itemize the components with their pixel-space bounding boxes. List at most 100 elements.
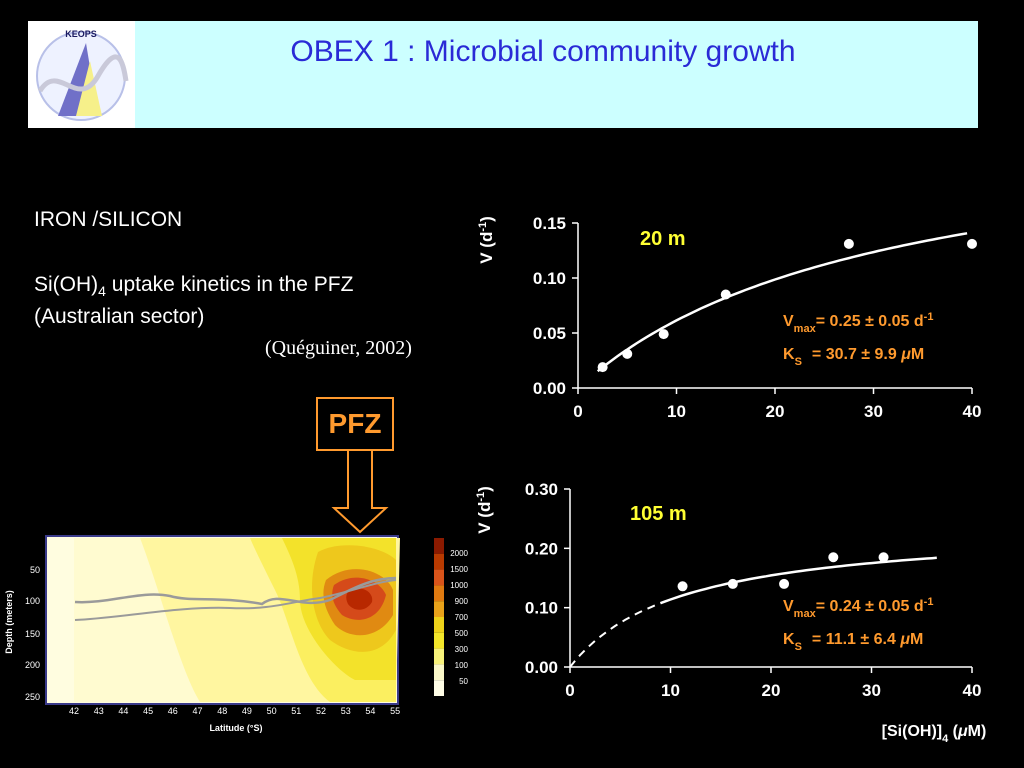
y-tick-label: 0.10 [525,599,558,618]
section-x-tick: 55 [390,706,400,716]
section-y-tick: 200 [25,660,40,670]
data-point [597,362,608,373]
section-x-tick: 42 [69,706,79,716]
section-color-legend: 2000 1500 1000 900 700 500 300 100 50 [434,538,469,696]
data-point [677,581,688,592]
y-axis-label: V (d-1) [477,216,496,264]
subtitle-subscript: 4 [98,283,106,300]
logo-text: KEOPS [65,29,97,39]
legend-label: 500 [455,629,469,638]
vmax-annotation: Vmax= 0.25 ± 0.05 d-1 [783,311,933,335]
section-x-tick: 43 [94,706,104,716]
data-point [878,552,889,563]
legend-swatch [434,553,444,570]
x-tick-label: 20 [766,402,785,421]
legend-label: 2000 [450,549,468,558]
data-point [779,578,790,589]
section-y-tick: 250 [25,692,40,702]
y-tick-label: 0.15 [533,214,566,233]
pfz-label-box: PFZ [316,397,394,451]
ks-annotation: KS = 30.7 ± 9.9 μM [783,346,924,368]
section-x-tick: 54 [365,706,375,716]
data-point [727,578,738,589]
section-y-tick: 100 [25,596,40,606]
x-tick-label: 0 [573,402,582,421]
fit-curve [659,556,937,605]
legend-swatch [434,569,444,586]
depth-annotation: 105 m [630,503,687,525]
depth-section-plot: 50 100 150 200 250 42 43 44 45 46 47 48 49 50 51 52 53 5… [4,535,469,733]
y-tick-label: 0.20 [525,539,558,558]
legend-swatch [434,617,444,633]
data-point [967,238,977,249]
subtitle-part-a: Si(OH) [34,273,99,296]
legend-swatch [434,680,444,696]
y-tick-label: 0.00 [533,379,566,398]
x-tick-label: 10 [667,402,686,421]
data-point [720,289,731,300]
section-x-tick: 53 [341,706,351,716]
section-y-label: Depth (meters) [4,590,14,654]
section-x-tick: 50 [267,706,277,716]
section-x-ticks: 42 43 44 45 46 47 48 49 50 51 52 53 54 55 [69,706,400,716]
data-point [828,552,839,563]
keops-logo-graphic: KEOPS [36,29,129,121]
x-tick-label: 20 [762,681,781,700]
fit-curve [596,232,968,373]
x-tick-label: 0 [565,681,574,700]
section-x-tick: 46 [168,706,178,716]
x-tick-label: 30 [864,402,883,421]
section-x-tick: 47 [192,706,202,716]
legend-swatch [434,648,444,665]
data-point [622,348,633,359]
section-y-tick: 50 [30,565,40,575]
legend-label: 300 [455,645,469,654]
uptake-chart-105m: 0.00 0.10 0.20 0.30 0 10 20 30 40 V (d-1) 105 m Vma… [475,480,987,745]
legend-label: 1500 [450,565,468,574]
legend-label: 100 [455,661,469,670]
x-tick-label: 30 [862,681,881,700]
legend-swatch [434,632,444,649]
citation: (Quéguiner, 2002) [265,337,412,359]
legend-swatch [434,664,444,681]
subtitle-line-1: Si(OH)4 uptake kinetics in the PFZ [34,273,353,299]
x-tick-label: 10 [661,681,680,700]
y-axis-label: V (d-1) [475,486,494,534]
legend-label: 1000 [450,581,468,590]
legend-swatch [434,601,444,617]
section-x-tick: 48 [217,706,227,716]
x-tick-label: 40 [963,402,982,421]
pfz-arrow [331,450,389,534]
section-x-tick: 51 [291,706,301,716]
page-title: OBEX 1 : Microbial community growth [290,35,796,68]
y-tick-label: 0.05 [533,324,566,343]
section-x-tick: 49 [242,706,252,716]
data-point [658,329,669,340]
depth-annotation: 20 m [640,228,686,250]
section-x-label: Latitude (°S) [209,723,262,733]
x-axis-label: [Si(OH)]4 (μM) [882,723,987,745]
keops-logo: KEOPS [28,21,135,128]
data-point [843,238,854,249]
vmax-annotation: Vmax= 0.24 ± 0.05 d-1 [783,596,933,620]
contour-2000 [346,588,373,610]
x-tick-label: 40 [963,681,982,700]
legend-swatch [434,538,444,554]
fit-curve-extrapolated [569,602,661,668]
subtitle-part-b: uptake kinetics in the PFZ [105,273,354,296]
ks-annotation: KS = 11.1 ± 6.4 μM [783,631,923,653]
legend-label: 700 [455,613,469,622]
legend-swatch [434,585,444,602]
section-y-ticks: 50 100 150 200 250 [25,565,40,702]
section-heading: IRON /SILICON [34,208,183,231]
subtitle-line-2: (Australian sector) [34,305,205,328]
mixed-layer-line-2 [74,579,397,621]
uptake-chart-20m: 0.00 0.05 0.10 0.15 0 10 20 30 40 V (d-1) 20 m Vmax… [477,214,982,421]
title-banner: KEOPS OBEX 1 : Microbial community growt… [28,21,978,128]
section-x-tick: 45 [143,706,153,716]
legend-label: 900 [455,597,469,606]
legend-label: 50 [459,677,468,686]
section-x-tick: 44 [118,706,128,716]
section-x-tick: 52 [316,706,326,716]
y-tick-label: 0.30 [525,480,558,499]
